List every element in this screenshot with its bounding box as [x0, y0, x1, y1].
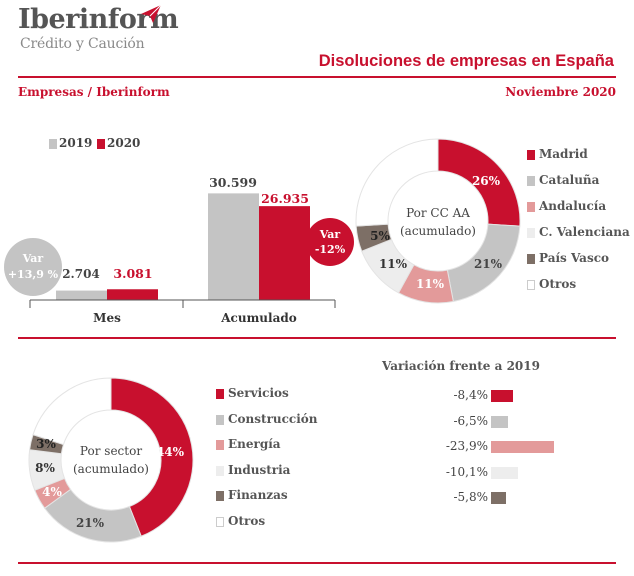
ccaa-legend-label-otros: Otros	[539, 277, 577, 291]
bar-acumulado-2019	[208, 193, 259, 300]
brand-tagline: Crédito y Caución	[20, 36, 145, 52]
sector-legend-label-energia: Energía	[228, 437, 281, 451]
paper-plane-icon	[141, 4, 162, 23]
var-bubble-acumulado	[306, 218, 354, 266]
donut-ccaa-center-line2: (acumulado)	[400, 224, 476, 238]
variation-label-construccion: -6,5%	[453, 413, 488, 428]
ccaa-legend-swatch-madrid	[527, 150, 535, 160]
ccaa-legend-label-cataluna: Cataluña	[539, 173, 600, 187]
donut-sector-center-line2: (acumulado)	[73, 462, 149, 476]
bar-value-acumulado-2019: 30.599	[209, 175, 257, 190]
sector-legend-swatch-otros	[216, 516, 224, 527]
sector-legend-label-servicios: Servicios	[228, 386, 289, 400]
sector-legend-swatch-construccion	[216, 414, 224, 425]
legend-swatch-2019	[49, 139, 57, 149]
slice-label-finanzas: 3%	[36, 437, 56, 451]
variation-bar-finanzas	[491, 492, 507, 504]
sector-legend-swatch-finanzas	[216, 491, 224, 501]
source-label: Empresas / Iberinform	[18, 85, 170, 99]
legend-label-2020: 2020	[107, 136, 141, 150]
donut-sector-center-line1: Por sector	[80, 444, 142, 458]
sector-legend-label-otros: Otros	[228, 513, 266, 528]
sector-slice-otros	[32, 377, 112, 446]
slice-label-servicios: 44%	[156, 445, 185, 459]
ccaa-legend-swatch-cataluna	[527, 176, 535, 186]
bar-value-mes-2020: 3.081	[113, 266, 152, 281]
legend-swatch-2020	[97, 139, 105, 149]
variation-label-finanzas: -5,8%	[453, 490, 488, 504]
ccaa-legend-label-andalucia: Andalucía	[539, 199, 607, 213]
sector-legend-swatch-servicios	[216, 389, 224, 399]
var-mes-label: Var	[22, 252, 44, 265]
variation-label-energia: -23,9%	[445, 439, 488, 453]
page-title: Disoluciones de empresas en España	[318, 52, 614, 70]
ccaa-legend-label-c-valenciana: C. Valenciana	[539, 225, 630, 239]
slice-label-pais-vasco: 5%	[370, 229, 390, 243]
variation-bar-energia	[491, 441, 554, 453]
variation-bar-construccion	[491, 415, 509, 428]
ccaa-legend-swatch-andalucia	[527, 202, 535, 212]
bar-mes-2019	[56, 290, 107, 300]
slice-label-industria: 8%	[35, 461, 55, 475]
sector-legend-swatch-industria	[216, 465, 224, 476]
sector-legend-swatch-energia	[216, 440, 224, 450]
ccaa-slice-otros	[355, 138, 439, 227]
bar-acumulado-2020	[259, 206, 310, 300]
period-label: Noviembre 2020	[505, 85, 616, 99]
var-bubble-mes	[4, 238, 62, 296]
category-label-acumulado: Acumulado	[220, 311, 297, 325]
category-label-mes: Mes	[93, 311, 121, 325]
ccaa-legend-label-madrid: Madrid	[539, 147, 588, 161]
sector-legend-label-industria: Industria	[228, 462, 291, 477]
ccaa-legend-swatch-c-valenciana	[527, 228, 535, 238]
ccaa-legend-swatch-pais-vasco	[527, 254, 535, 264]
bar-value-acumulado-2020: 26.935	[261, 191, 309, 206]
slice-label-cataluna: 21%	[474, 257, 503, 271]
slice-label-construccion: 21%	[76, 516, 105, 530]
header-divider	[18, 76, 616, 78]
var-mes-value: +13,9 %	[8, 268, 59, 281]
slice-label-andalucia: 11%	[416, 277, 445, 291]
sector-slice-servicios	[110, 377, 194, 537]
bar-value-mes-2019: 2.704	[62, 267, 100, 281]
footer-divider	[18, 562, 616, 564]
ccaa-legend-label-pais-vasco: País Vasco	[539, 251, 610, 265]
variation-label-industria: -10,1%	[445, 464, 488, 479]
legend-label-2019: 2019	[59, 136, 93, 150]
var-acumulado-label: Var	[319, 228, 341, 241]
slice-label-madrid: 26%	[472, 174, 501, 188]
bar-mes-2020	[107, 289, 158, 300]
sector-legend-label-construccion: Construcción	[228, 411, 318, 426]
var-acumulado-value: -12%	[315, 243, 346, 256]
variation-bar-industria	[491, 466, 518, 479]
variation-label-servicios: -8,4%	[453, 388, 488, 402]
ccaa-legend-swatch-otros	[527, 280, 535, 290]
section-divider	[18, 337, 616, 339]
slice-label-c-valenciana: 11%	[379, 257, 408, 271]
slice-label-energia: 4%	[42, 485, 62, 499]
variation-bar-servicios	[491, 390, 514, 402]
donut-ccaa-center-line1: Por CC AA	[406, 206, 470, 220]
sector-legend-label-finanzas: Finanzas	[228, 488, 288, 502]
variation-title: Variación frente a 2019	[382, 359, 540, 373]
